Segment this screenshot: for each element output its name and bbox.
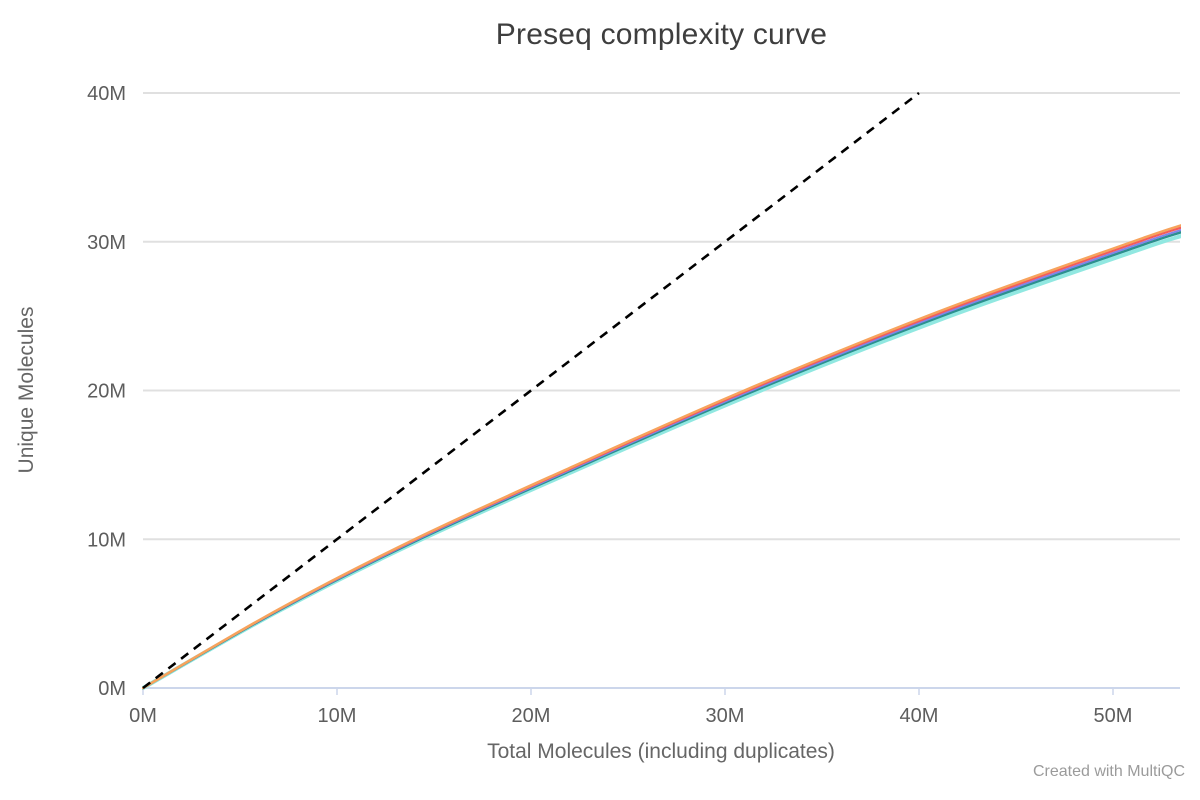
curve-series-5[interactable]	[142, 234, 1181, 690]
gridlines	[143, 92, 1180, 541]
x-tick-label: 50M	[1094, 705, 1133, 727]
multiqc-watermark: Created with MultiQC	[1032, 763, 1185, 780]
x-axis-title: Total Molecules (including duplicates)	[487, 740, 835, 763]
y-tick-label: 40M	[87, 83, 126, 105]
x-tick-label: 30M	[706, 705, 745, 727]
y-tick-label: 0M	[98, 678, 126, 700]
reference-dashed-line	[142, 91, 920, 690]
y-tick-label: 30M	[87, 232, 126, 254]
y-tick-label: 10M	[87, 529, 126, 551]
x-tick-label: 0M	[129, 705, 157, 727]
series-lines[interactable]	[142, 224, 1181, 690]
curve-series-4[interactable]	[142, 231, 1181, 690]
y-tick-label: 20M	[87, 381, 126, 403]
x-tick-label: 10M	[318, 705, 357, 727]
tick-labels: 0M 10M 20M 30M 40M 50M 0M 10M 20M 30M 40M	[87, 83, 1132, 727]
chart-title: Preseq complexity curve	[495, 18, 828, 51]
x-tick-label: 40M	[900, 705, 939, 727]
curve-series-2[interactable]	[142, 226, 1181, 690]
y-axis-title: Unique Molecules	[15, 307, 38, 474]
curve-series-1[interactable]	[142, 224, 1181, 690]
curve-series-3[interactable]	[142, 229, 1181, 689]
x-tick-label: 20M	[512, 705, 551, 727]
x-axis-line	[142, 687, 1180, 695]
